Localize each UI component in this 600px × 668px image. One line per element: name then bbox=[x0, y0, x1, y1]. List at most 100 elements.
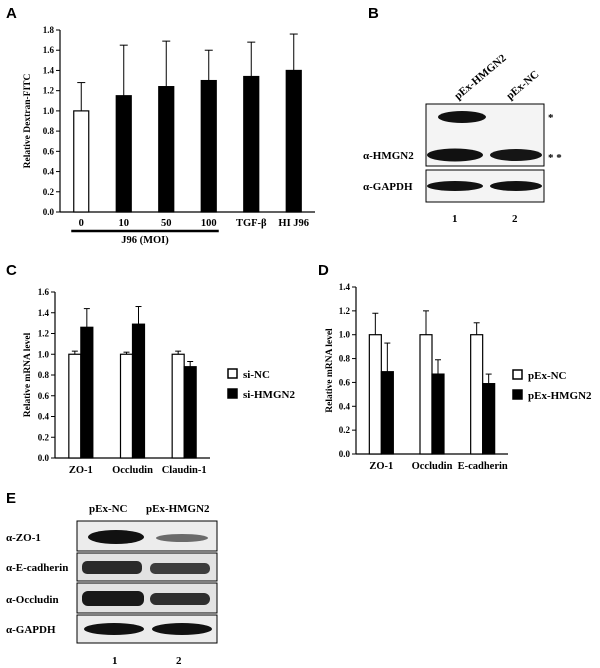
y-tick-label: 1.0 bbox=[38, 349, 50, 359]
x-tick-label: 0 bbox=[79, 218, 84, 229]
legend-label: si-HMGN2 bbox=[243, 389, 295, 401]
y-axis-label: Relative mRNA level bbox=[23, 332, 33, 417]
x-tick-label: Claudin-1 bbox=[162, 465, 207, 476]
panel-letter-a: A bbox=[6, 5, 17, 22]
blot-b-lane-label-1: pEx-HMGN2 bbox=[452, 52, 509, 102]
bar bbox=[368, 334, 382, 455]
blot-b-lane-label-2: pEx-NC bbox=[504, 68, 541, 102]
bar bbox=[470, 334, 484, 455]
chart-a: 0.0 0.2 0.4 0.6 0.8 1.0 1.2 1.4 1.6 1.8 Relative D… bbox=[23, 25, 315, 246]
y-tick-label: 0.8 bbox=[38, 370, 50, 380]
blot-e-lane-label-1: pEx-NC bbox=[89, 503, 128, 515]
blot-b-row-label-2: α-GAPDH bbox=[363, 181, 413, 193]
y-tick-label: 0.8 bbox=[43, 126, 55, 136]
bar bbox=[285, 69, 302, 213]
blot-b-band bbox=[490, 181, 542, 191]
bar bbox=[243, 75, 260, 213]
y-tick-label: 0.2 bbox=[38, 432, 50, 442]
y-tick-label: 1.6 bbox=[38, 287, 50, 297]
blot-b-marker-1: * bbox=[548, 112, 554, 124]
blot-e-band bbox=[82, 591, 144, 606]
bar bbox=[380, 371, 394, 455]
chart-d: 0.0 0.2 0.4 0.6 0.8 1.0 1.2 1.4 Relative mRNA le… bbox=[325, 282, 592, 472]
blot-b-marker-2: * * bbox=[548, 152, 562, 164]
y-tick-label: 0.2 bbox=[43, 187, 55, 197]
y-tick-label: 1.4 bbox=[339, 282, 351, 292]
bar bbox=[200, 79, 217, 213]
y-tick-label: 1.2 bbox=[43, 86, 55, 96]
blot-e-band bbox=[156, 534, 208, 542]
bar bbox=[115, 95, 132, 213]
panel-letter-e: E bbox=[6, 490, 16, 507]
chart-c: 0.0 0.2 0.4 0.6 0.8 1.0 1.2 1.4 1.6 Relative mRNA… bbox=[23, 287, 295, 476]
y-tick-label: 1.2 bbox=[339, 306, 351, 316]
blot-e-band bbox=[82, 561, 142, 574]
blot-b-lane-number-1: 1 bbox=[452, 213, 458, 225]
blot-e-band bbox=[152, 623, 212, 635]
blot-b-band bbox=[427, 148, 483, 162]
x-tick-label: ZO-1 bbox=[69, 465, 93, 476]
blot-b: pEx-HMGN2 pEx-NC α-HMGN2 α-GAPDH * * * 1… bbox=[363, 52, 562, 225]
x-tick-label: TGF-β bbox=[236, 218, 267, 229]
y-tick-label: 0.2 bbox=[339, 425, 351, 435]
blot-b-band bbox=[438, 111, 486, 123]
y-tick-label: 1.4 bbox=[43, 65, 55, 75]
blot-e-lane-number-1: 1 bbox=[112, 655, 118, 667]
x-tick-label: Occludin bbox=[412, 461, 453, 472]
bar bbox=[183, 366, 197, 459]
bar bbox=[119, 353, 134, 459]
bar bbox=[68, 353, 82, 459]
x-tick-label: 50 bbox=[161, 218, 172, 229]
blot-e-band bbox=[150, 563, 210, 574]
blot-e-row-label-4: α-GAPDH bbox=[6, 624, 56, 636]
blot-e-lane-label-2: pEx-HMGN2 bbox=[146, 503, 210, 515]
panel-letter-d: D bbox=[318, 262, 329, 279]
y-tick-label: 0.6 bbox=[38, 391, 50, 401]
y-axis-label: Relative Dextran-FITC bbox=[23, 74, 33, 169]
bar bbox=[80, 326, 94, 459]
blot-e-row-label-1: α-ZO-1 bbox=[6, 532, 41, 544]
blot-b-band bbox=[490, 149, 542, 161]
blot-b-band bbox=[427, 181, 483, 191]
y-tick-label: 0.6 bbox=[43, 146, 55, 156]
y-tick-label: 1.6 bbox=[43, 45, 55, 55]
blot-b-lane-number-2: 2 bbox=[512, 213, 518, 225]
blot-e-band bbox=[88, 530, 144, 544]
y-tick-label: 0.4 bbox=[38, 412, 50, 422]
legend-swatch bbox=[512, 389, 523, 400]
y-tick-label: 0.8 bbox=[339, 354, 351, 364]
y-tick-label: 0.6 bbox=[339, 377, 351, 387]
legend-swatch bbox=[512, 369, 523, 380]
legend-label: pEx-NC bbox=[528, 370, 567, 382]
bar bbox=[131, 323, 146, 459]
y-tick-label: 1.0 bbox=[339, 330, 351, 340]
bar bbox=[158, 86, 175, 213]
y-tick-label: 1.2 bbox=[38, 329, 50, 339]
x-tick-label: Occludin bbox=[112, 465, 153, 476]
y-tick-label: 1.0 bbox=[43, 106, 55, 116]
x-tick-label: 100 bbox=[201, 218, 217, 229]
legend-swatch bbox=[227, 388, 238, 399]
y-tick-label: 0.0 bbox=[43, 207, 55, 217]
bar bbox=[73, 110, 90, 213]
blot-e-row-label-3: α-Occludin bbox=[6, 594, 59, 606]
blot-e-row-label-2: α-E-cadherin bbox=[6, 562, 68, 574]
group-label: J96 (MOI) bbox=[121, 235, 169, 246]
bar bbox=[482, 383, 496, 455]
x-tick-label: 10 bbox=[119, 218, 130, 229]
y-tick-label: 1.8 bbox=[43, 25, 55, 35]
blot-e-band bbox=[84, 623, 144, 635]
y-tick-label: 0.4 bbox=[339, 401, 351, 411]
blot-e: pEx-NC pEx-HMGN2 α-ZO-1 α-E-cadherin α-O… bbox=[6, 503, 218, 667]
panel-letter-b: B bbox=[368, 5, 379, 22]
bar bbox=[171, 353, 185, 459]
x-tick-label: E-cadherin bbox=[458, 461, 508, 472]
panel-letter-c: C bbox=[6, 262, 17, 279]
bar bbox=[431, 373, 445, 455]
legend-label: pEx-HMGN2 bbox=[528, 390, 592, 402]
blot-e-lane-number-2: 2 bbox=[176, 655, 182, 667]
legend-label: si-NC bbox=[243, 369, 270, 381]
y-tick-label: 0.0 bbox=[38, 453, 50, 463]
y-tick-label: 0.4 bbox=[43, 167, 55, 177]
